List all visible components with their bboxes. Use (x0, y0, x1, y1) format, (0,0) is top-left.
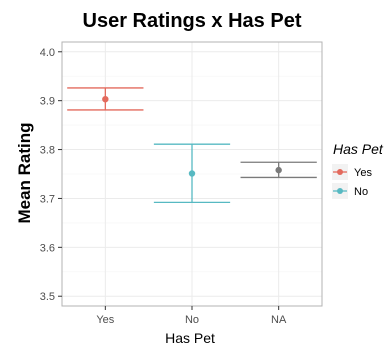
error-bar-group (67, 87, 144, 111)
data-layer (67, 87, 317, 204)
y-tick-label: 3.7 (40, 193, 55, 205)
y-axis-title: Mean Rating (15, 122, 34, 223)
legend-key-point (337, 169, 343, 175)
x-axis-title: Has Pet (165, 330, 215, 346)
mean-point (275, 166, 282, 174)
legend-key-point (337, 188, 343, 194)
axis-layer: 3.5 3.6 3.7 3.8 3.9 4.0 Yes No NA (40, 41, 323, 326)
y-tick-label: 3.5 (40, 291, 55, 303)
legend-layer: Has Pet Yes No (332, 141, 384, 199)
legend-key (332, 183, 348, 199)
mean-point (102, 96, 109, 103)
legend-label: Yes (354, 167, 372, 179)
error-bar-group (240, 161, 317, 179)
legend-label: No (354, 186, 368, 198)
y-tick-label: 3.9 (40, 96, 55, 108)
x-tick-label: Yes (96, 314, 114, 326)
x-tick-label: NA (271, 314, 287, 326)
mean-point (188, 170, 196, 177)
legend-key (332, 164, 348, 180)
x-tick-label: No (185, 314, 199, 326)
y-tick-label: 3.8 (40, 145, 55, 157)
legend-title: Has Pet (333, 141, 384, 157)
chart-title: User Ratings x Has Pet (83, 10, 302, 32)
y-tick-label: 3.6 (40, 242, 55, 254)
y-tick-label: 4.0 (40, 47, 55, 59)
error-bar-group (153, 143, 231, 204)
